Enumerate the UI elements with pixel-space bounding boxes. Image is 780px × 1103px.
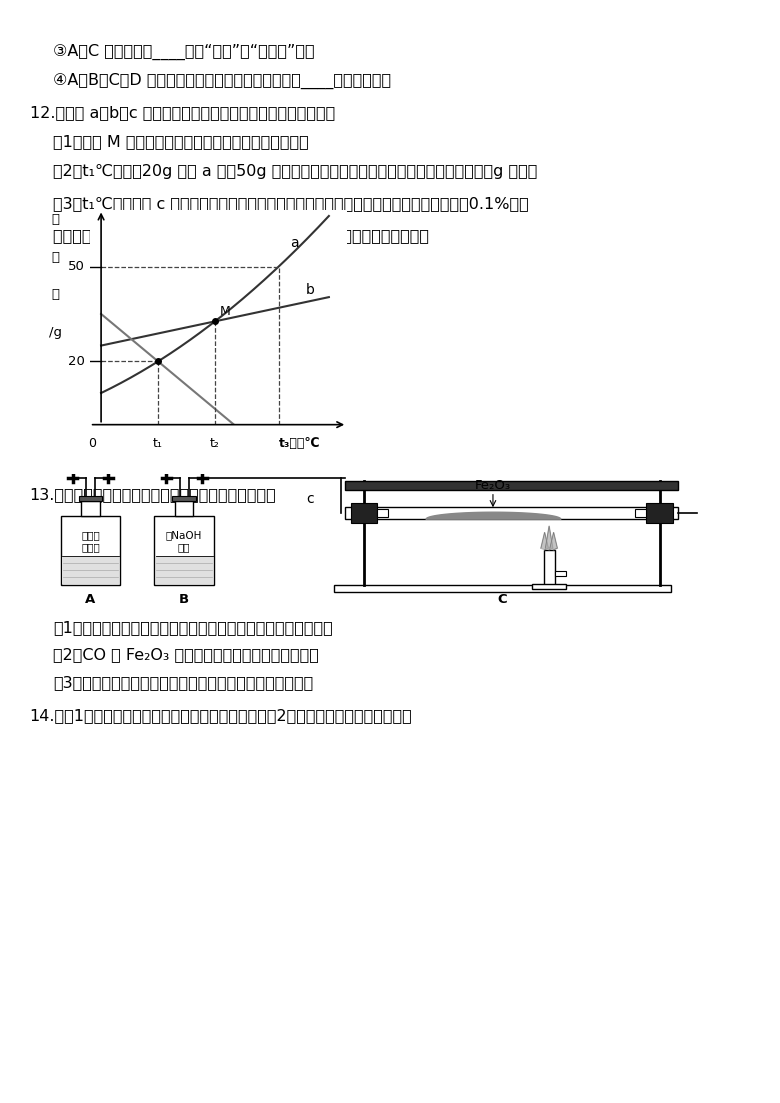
Text: 澄清的: 澄清的 (81, 531, 100, 540)
Bar (345, 481, 679, 490)
Text: t₂: t₂ (210, 437, 220, 450)
Bar (377, 510, 388, 517)
Text: ④A、B、C、D 四种粒子中不具有相对稳定结构的是____（填字母）。: ④A、B、C、D 四种粒子中不具有相对稳定结构的是____（填字母）。 (53, 73, 391, 89)
Text: （2）t₁℃时，把20g 物质 a 加入50g 水中充分搓拌静置，形成的是　　　　　　　　　　g 溶液。: （2）t₁℃时，把20g 物质 a 加入50g 水中充分搓拌静置，形成的是 g … (53, 164, 537, 180)
Bar (532, 583, 566, 589)
Text: 溶液: 溶液 (178, 542, 190, 552)
Polygon shape (550, 533, 558, 549)
Text: c: c (306, 492, 314, 505)
Text: B: B (179, 593, 189, 607)
Text: 14.如图1是某同学总结出的金属化学性质网络图。如图2是有关金属化学性质的实验。: 14.如图1是某同学总结出的金属化学性质网络图。如图2是有关金属化学性质的实验。 (30, 708, 413, 724)
Bar (156, 556, 212, 583)
Text: ③A、C 的化学性质____（填“相似”或“不相似”）。: ③A、C 的化学性质____（填“相似”或“不相似”）。 (53, 44, 314, 61)
Text: （2）CO 与 Fe₂O₃ 反应的化学方程式为　　　　　。: （2）CO 与 Fe₂O₃ 反应的化学方程式为 。 (53, 647, 319, 663)
Bar (175, 501, 193, 515)
Text: Fe₂O₃: Fe₂O₃ (475, 479, 511, 492)
Text: t₃温度℃: t₃温度℃ (278, 437, 321, 450)
Bar (61, 515, 120, 586)
Text: 解: 解 (51, 250, 59, 264)
Text: 12.如图是 a、b、c 三种物质的溶解度曲线，据图回答下列问题：: 12.如图是 a、b、c 三种物质的溶解度曲线，据图回答下列问题： (30, 105, 335, 120)
Bar (334, 585, 671, 591)
Text: 0: 0 (89, 437, 97, 450)
Text: 度: 度 (51, 289, 59, 301)
Text: （3）从环保角度考虑，对以上装置的改进措施是　　　　。: （3）从环保角度考虑，对以上装置的改进措施是 。 (53, 675, 314, 690)
Text: /g: /g (49, 326, 62, 340)
Text: A: A (85, 593, 96, 607)
Bar (647, 503, 672, 524)
Text: （1）图中 M 点表示的意义是　　　　　　　　　　　。: （1）图中 M 点表示的意义是 。 (53, 135, 309, 150)
Text: 13.利用如图装置检验某气体含有二氧化碳和一氧化碳。: 13.利用如图装置检验某气体含有二氧化碳和一氧化碳。 (30, 488, 276, 503)
Bar (62, 556, 119, 583)
Text: 石灰水: 石灰水 (81, 542, 100, 552)
Bar (172, 495, 196, 501)
Text: 溶: 溶 (51, 213, 59, 225)
Text: 浓NaOH: 浓NaOH (166, 531, 202, 540)
Bar (79, 495, 102, 501)
Text: M: M (219, 306, 230, 318)
Text: 50: 50 (69, 260, 85, 274)
Bar (635, 510, 647, 517)
Text: （1）气体通过装置的顺序是　　　　　（装置不能重复使用）。: （1）气体通过装置的顺序是 （装置不能重复使用）。 (53, 620, 333, 635)
Text: C: C (498, 593, 507, 607)
Bar (345, 506, 679, 518)
Text: t₁: t₁ (153, 437, 163, 450)
Bar (544, 549, 555, 585)
Text: 配制等质量的 a、b、c 的饱和溶液，需要水的质量的大小关系是　　　　　　　　。: 配制等质量的 a、b、c 的饱和溶液，需要水的质量的大小关系是 。 (53, 228, 429, 244)
Polygon shape (545, 526, 553, 549)
Bar (351, 503, 377, 524)
Bar (555, 571, 566, 576)
Bar (81, 501, 100, 515)
Bar (154, 515, 214, 586)
Text: b: b (306, 283, 315, 297)
Text: 20: 20 (69, 355, 85, 368)
Text: （3）t₁℃时，物质 c 的饱和溶液中溶质质量分数约为　　　　　　　　　　。（结果精确至0.1%），: （3）t₁℃时，物质 c 的饱和溶液中溶质质量分数约为 。（结果精确至0.1%）… (53, 196, 529, 212)
Text: a: a (290, 236, 299, 250)
Polygon shape (541, 533, 548, 549)
